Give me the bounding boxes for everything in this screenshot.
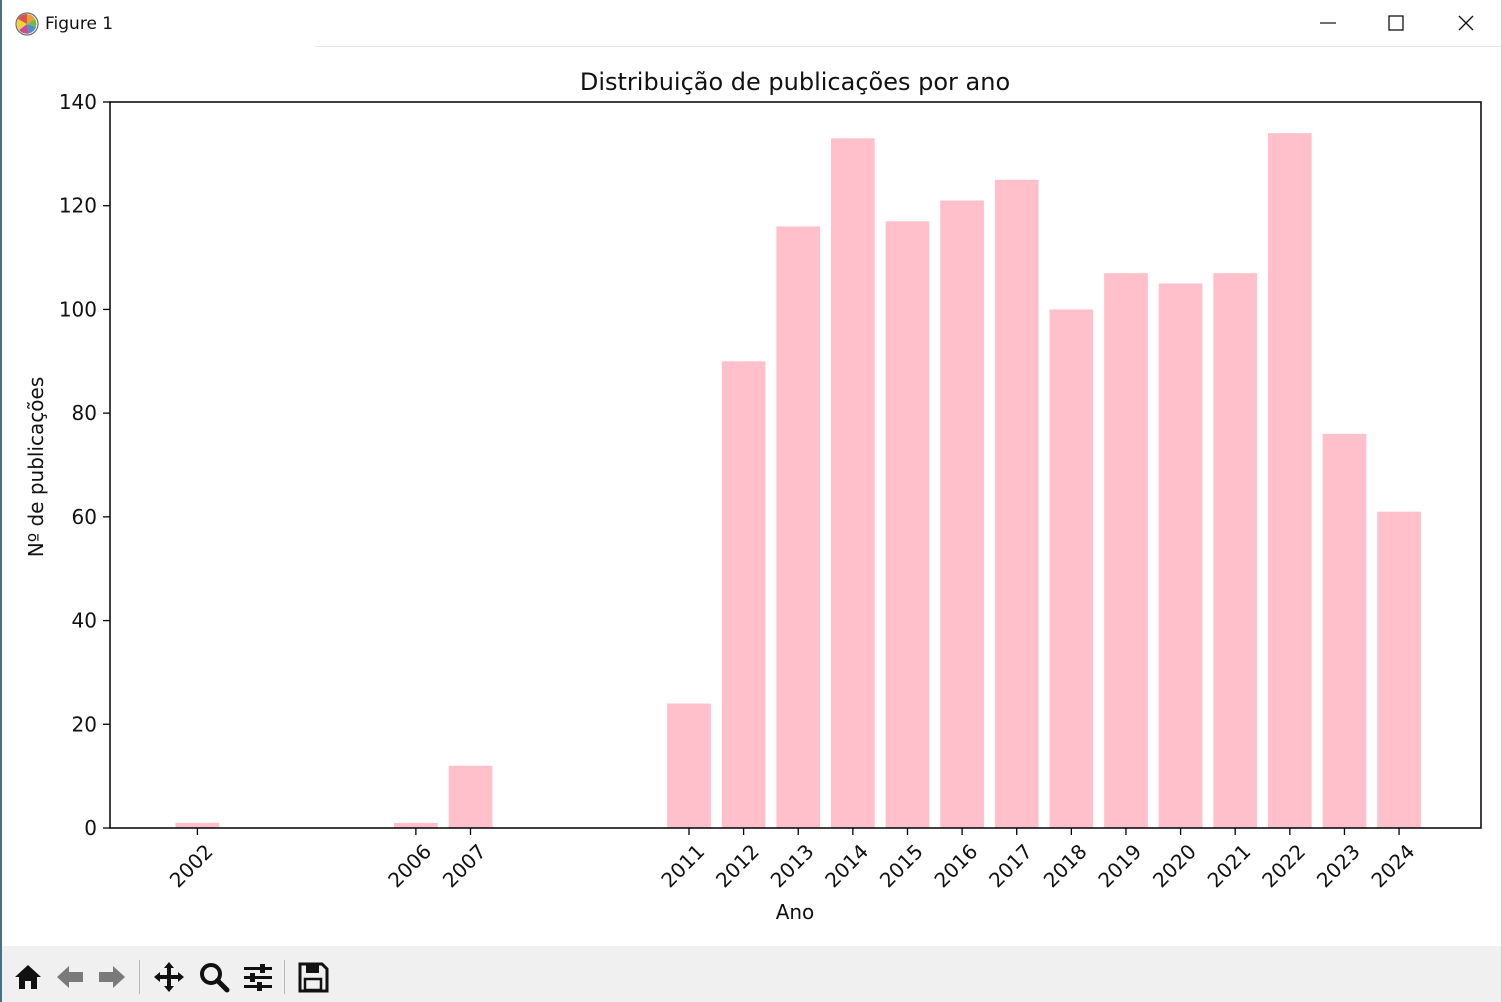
minimize-icon — [1320, 22, 1336, 24]
y-tick-label: 80 — [72, 401, 97, 425]
y-tick-label: 100 — [59, 297, 97, 321]
bar — [885, 221, 930, 828]
save-button[interactable] — [291, 952, 333, 998]
bar — [1104, 273, 1148, 829]
toolbar-separator — [139, 960, 140, 994]
bar — [1377, 511, 1421, 828]
y-tick-label: 20 — [72, 712, 97, 736]
home-icon — [15, 965, 41, 989]
x-tick-label: 2014 — [820, 839, 873, 892]
bar — [667, 703, 711, 828]
bar — [1213, 273, 1258, 829]
toolbar-separator — [284, 960, 285, 994]
maximize-button[interactable] — [1361, 0, 1431, 46]
forward-button[interactable] — [90, 952, 132, 998]
x-tick-label: 2015 — [875, 839, 928, 892]
bar — [940, 200, 984, 828]
x-axis: 2002 2006 2007 2011 2012 2013 2014 2015 2016 2017… — [165, 828, 1419, 892]
x-tick-label: 2022 — [1257, 839, 1310, 892]
x-tick-label: 2006 — [383, 839, 436, 892]
home-button[interactable] — [6, 952, 48, 998]
x-tick-label: 2018 — [1039, 839, 1092, 892]
matplotlib-logo-icon — [15, 12, 39, 36]
forward-icon — [99, 966, 125, 988]
bar — [776, 226, 821, 828]
back-icon — [57, 966, 83, 988]
x-tick-label: 2016 — [929, 839, 982, 892]
bar — [1158, 283, 1203, 828]
chart-title: Distribuição de publicações por ano — [580, 68, 1010, 96]
pan-button[interactable] — [147, 952, 189, 998]
y-tick-label: 0 — [84, 816, 97, 840]
y-tick-label: 40 — [72, 609, 97, 633]
x-tick-label: 2007 — [438, 839, 491, 892]
x-axis-label: Ano — [776, 900, 815, 924]
x-tick-label: 2020 — [1148, 839, 1201, 892]
window-title: Figure 1 — [45, 14, 114, 34]
x-tick-label: 2012 — [711, 839, 764, 892]
x-tick-label: 2021 — [1203, 839, 1256, 892]
bar — [1267, 133, 1312, 829]
y-tick-label: 140 — [59, 90, 97, 114]
bar — [1049, 309, 1094, 828]
bar — [721, 361, 766, 828]
titlebar-divider — [315, 46, 1501, 47]
minimize-button[interactable] — [1293, 0, 1363, 46]
save-icon — [298, 962, 329, 993]
bar-series — [175, 133, 1421, 829]
zoom-icon — [200, 963, 230, 993]
navigation-toolbar — [2, 946, 1501, 1002]
x-tick-label: 2002 — [165, 839, 218, 892]
maximize-icon — [1388, 15, 1404, 31]
y-tick-label: 60 — [72, 505, 97, 529]
bar — [831, 138, 875, 829]
zoom-button[interactable] — [192, 952, 234, 998]
bar — [1322, 433, 1367, 828]
plot-frame — [109, 101, 1482, 829]
y-tick-label: 120 — [59, 194, 97, 218]
x-tick-label: 2013 — [766, 839, 819, 892]
title-bar[interactable]: Figure 1 — [2, 0, 1501, 48]
bar — [994, 179, 1039, 829]
bar-chart[interactable]: Distribuição de publicações por ano Nº d… — [2, 48, 1502, 946]
pan-icon — [154, 962, 184, 992]
x-tick-label: 2017 — [984, 839, 1037, 892]
bar — [394, 822, 438, 828]
y-axis-label: Nº de publicações — [24, 377, 48, 558]
x-tick-label: 2024 — [1366, 839, 1419, 892]
configure-icon — [244, 964, 272, 991]
close-button[interactable] — [1431, 0, 1501, 46]
x-tick-label: 2023 — [1312, 839, 1365, 892]
x-tick-label: 2011 — [656, 839, 709, 892]
bar — [175, 822, 220, 828]
back-button[interactable] — [48, 952, 90, 998]
bar — [448, 765, 493, 828]
y-axis: 0 20 40 60 80 100 120 140 — [59, 90, 110, 840]
x-tick-label: 2019 — [1093, 839, 1146, 892]
configure-subplots-button[interactable] — [236, 952, 278, 998]
figure-canvas[interactable]: Distribuição de publicações por ano Nº d… — [2, 48, 1502, 946]
close-icon — [1458, 15, 1474, 31]
